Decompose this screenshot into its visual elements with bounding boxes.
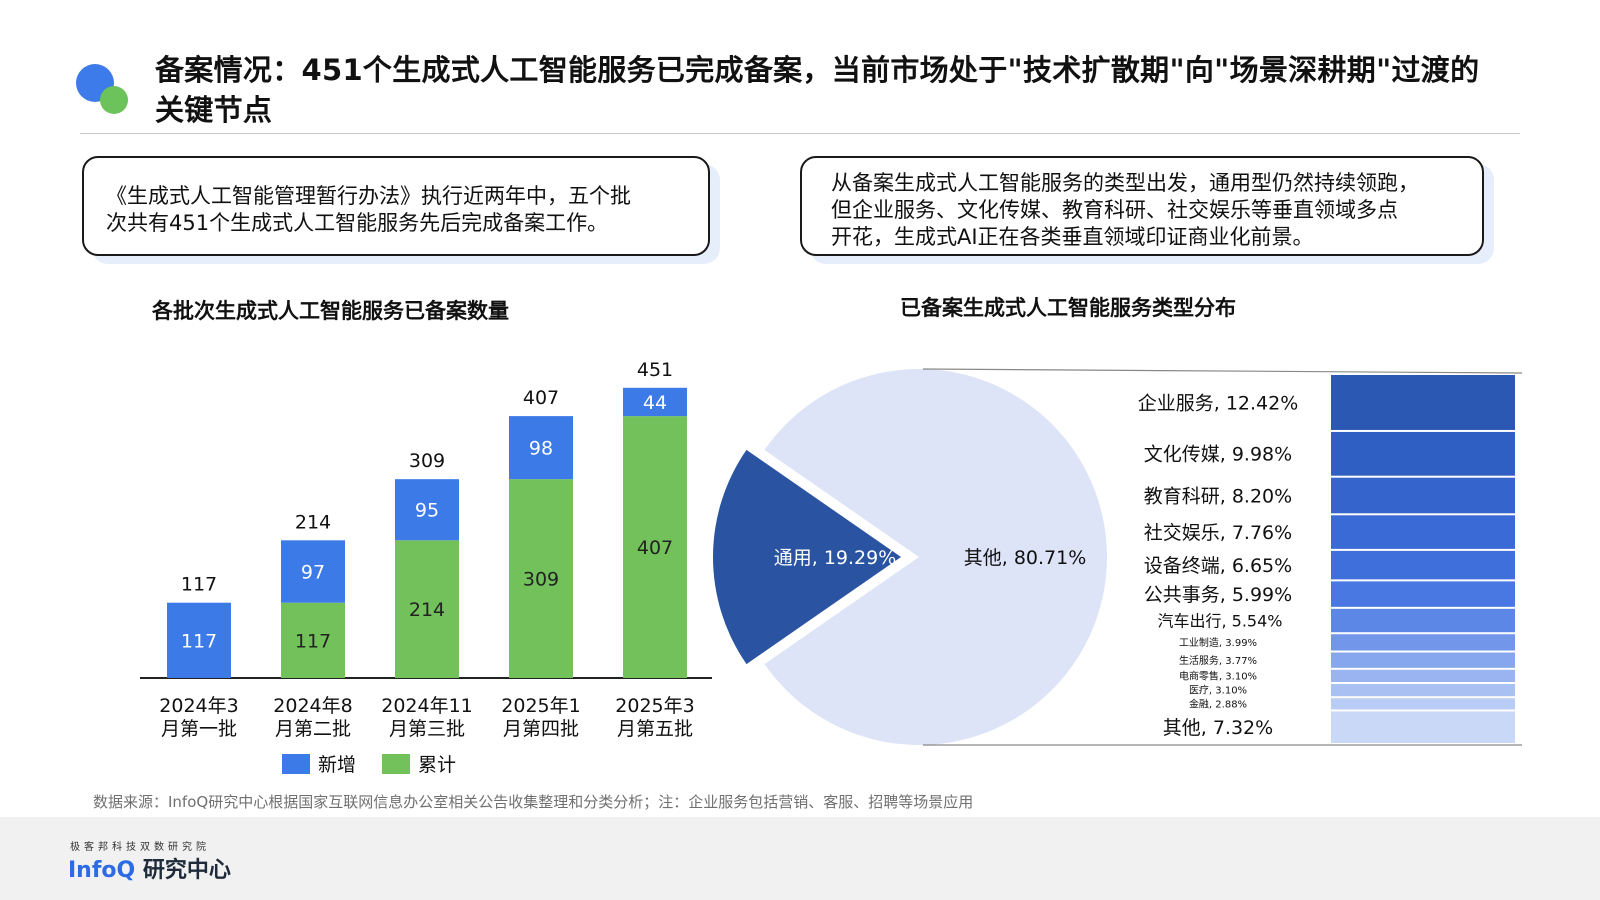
data-label-total: 309 [409,450,445,472]
x-tick-label: 2025年3 [615,695,694,717]
breakdown-segment [1331,581,1515,607]
bar-segment-cumulative [623,416,687,678]
bar-chart: 01171172024年3月第一批117972142024年8月第二批21495… [140,359,712,740]
x-tick-label: 2025年1 [501,695,580,717]
bar-segment-new [623,387,687,417]
title-divider [80,133,1520,134]
data-label-total: 214 [295,511,331,533]
callout-right-line-2: 但企业服务、文化传媒、教育科研、社交娱乐等垂直领域多点 [831,198,1398,222]
title-bullet-icon [76,64,136,124]
breakdown-segment [1331,515,1515,549]
breakdown-segment [1331,684,1515,697]
legend-swatch-new [282,753,310,774]
x-tick-label: 2024年8 [273,695,352,717]
breakdown-label: 金融, 2.88% [1189,697,1247,710]
green-circle-icon [100,86,128,114]
breakdown-label: 企业服务, 12.42% [1138,392,1299,414]
legend-label-new: 新增 [318,754,357,776]
bar-segment-new [281,540,345,603]
data-label-new: 98 [529,438,553,460]
pie-slice-label: 通用, 19.29% [774,547,897,569]
x-tick-label: 月第一批 [161,718,237,740]
breakdown-label: 教育科研, 8.20% [1144,485,1292,507]
pie-slice-other [764,368,1107,745]
bar-segment-cumulative [281,602,345,678]
breakdown-label: 其他, 7.32% [1163,717,1273,739]
bar-chart-legend: 新增 累计 [282,750,482,777]
pie-slice-label: 其他, 80.71% [964,547,1087,569]
data-label-cumulative: 117 [295,630,331,652]
breakdown-label: 汽车出行, 5.54% [1157,611,1282,630]
callout-right-line-3: 开花，生成式AI正在各类垂直领域印证商业化前景。 [831,225,1314,249]
footer-brand-infoq: InfoQ [68,858,136,883]
breakdown-label: 设备终端, 6.65% [1144,555,1292,577]
callout-left: 《生成式人工智能管理暂行办法》执行近两年中，五个批 次共有451个生成式人工智能… [82,156,710,256]
callout-left-line-1: 《生成式人工智能管理暂行办法》执行近两年中，五个批 [106,184,631,208]
x-tick-label: 2024年3 [159,695,238,717]
legend-swatch-cumulative [382,753,411,774]
x-tick-label: 月第四批 [503,718,579,740]
x-tick-label: 月第二批 [275,718,351,740]
data-label-total: 117 [181,574,217,596]
breakdown-segment [1331,698,1515,710]
footer-org: 极客邦科技双数研究院 [70,842,210,853]
pie-slice-general [713,449,901,665]
callout-right: 从备案生成式人工智能服务的类型出发，通用型仍然持续领跑， 但企业服务、文化传媒、… [800,156,1484,256]
breakdown-segment [1331,711,1515,743]
data-label-new: 117 [181,630,217,652]
bar-chart-title: 各批次生成式人工智能服务已备案数量 [152,299,509,323]
bar-segment-cumulative [395,540,459,678]
pie-slice-general-group [713,449,901,665]
pie-connector-line [922,368,1523,374]
bar-segment-new [509,416,573,480]
bar-segment-cumulative [509,479,573,678]
x-tick-label: 2024年11 [381,695,473,717]
breakdown-label: 电商零售, 3.10% [1179,670,1257,683]
legend-item-cumulative: 累计 [382,750,456,777]
data-label-total: 451 [637,359,673,381]
breakdown-label: 医疗, 3.10% [1189,684,1247,697]
source-note: 数据来源：InfoQ研究中心根据国家互联网信息办公室相关公告收集整理和分类分析；… [93,793,974,811]
breakdown-segment [1331,669,1515,683]
breakdown-segment [1331,634,1515,651]
breakdown-segment [1331,652,1515,668]
legend-item-new: 新增 [282,750,356,777]
page-title: 备案情况：451个生成式人工智能服务已完成备案，当前市场处于"技术扩散期"向"场… [155,53,1480,127]
callout-left-line-2: 次共有451个生成式人工智能服务先后完成备案工作。 [106,211,609,235]
breakdown-label: 公共事务, 5.99% [1144,584,1292,606]
data-label-new: 97 [301,562,325,584]
breakdown-label: 文化传媒, 9.98% [1144,444,1292,466]
bar-segment-new [167,602,231,678]
breakdown-segment [1331,375,1515,430]
breakdown-label: 工业制造, 3.99% [1179,636,1257,649]
breakdown-label: 社交娱乐, 7.76% [1144,522,1292,544]
x-tick-label: 月第三批 [389,718,465,740]
breakdown-segment [1331,477,1515,514]
data-label-cumulative: 214 [409,599,445,621]
legend-label-cumulative: 累计 [418,754,457,776]
breakdown-label: 生活服务, 3.77% [1179,654,1257,667]
breakdown-segment [1331,431,1515,476]
callout-right-line-1: 从备案生成式人工智能服务的类型出发，通用型仍然持续领跑， [831,171,1419,195]
footer-brand-logo: InfoQ 研究中心 [68,852,231,884]
pie-chart-title: 已备案生成式人工智能服务类型分布 [900,296,1236,320]
data-label-cumulative: 309 [523,569,559,591]
footer-brand-name: 研究中心 [142,858,231,883]
bar-segment-new [395,479,459,541]
footer [0,817,1600,900]
data-label-cumulative: 407 [637,537,673,559]
data-label-total: 407 [523,387,559,409]
data-label-new: 95 [415,500,439,522]
pie-chart: 通用, 19.29% 其他, 80.71% 企业服务, 12.42% 文化传媒, 9.… [713,368,1523,746]
x-tick-label: 月第五批 [617,718,693,740]
breakdown-segment [1331,608,1515,633]
breakdown-segment [1331,550,1515,580]
data-label-new: 44 [643,392,667,414]
